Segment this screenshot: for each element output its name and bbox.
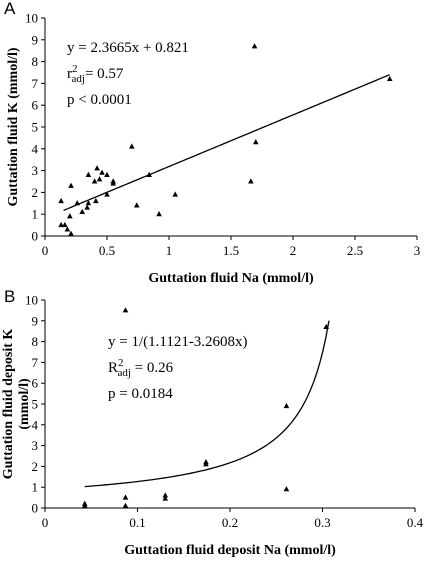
data-point: [283, 402, 290, 409]
data-point: [67, 213, 73, 219]
y-tick-label: 3: [32, 438, 39, 453]
y-tick-label: 1: [32, 480, 39, 495]
data-point: [62, 221, 68, 228]
y-tick-label: 4: [32, 417, 39, 432]
y-tick-label: 9: [32, 32, 39, 47]
data-point: [323, 323, 329, 330]
x-axis-title: Guttation fluid Na (mmol/l): [148, 271, 314, 286]
data-point: [203, 459, 209, 465]
y-tick-label: 1: [32, 207, 39, 222]
fit-line: [84, 320, 330, 488]
data-point: [172, 191, 178, 197]
x-tick-label: 2: [290, 243, 297, 258]
y-tick-label: 9: [32, 313, 39, 328]
x-tick-label: 1.5: [223, 243, 239, 258]
data-point: [253, 139, 259, 145]
y-tick-label: 0: [32, 229, 39, 244]
data-point: [81, 500, 88, 506]
x-axis-title: Guttation fluid deposit Na (mmol/l): [124, 543, 336, 558]
y-tick-label: 5: [32, 397, 39, 412]
panel-label: B: [4, 287, 15, 306]
data-point: [68, 230, 74, 236]
x-tick-label: 0.2: [222, 515, 238, 530]
data-point: [64, 226, 71, 232]
data-point: [122, 307, 129, 313]
y-tick-label: 3: [32, 163, 39, 178]
y-tick-label: 7: [32, 355, 39, 370]
y-tick-label: 6: [32, 376, 39, 391]
r2-adjusted: r2 adj= 0.57: [67, 63, 124, 85]
chart-panel-a: A 0 1 2 3 4 5 6 7 8 9 10 0 0.5 1 1.5 2 2.5 3 Guttation flui…: [4, 0, 420, 286]
x-tick-label: 0.4: [407, 515, 424, 530]
y-tick-label: 5: [32, 120, 39, 135]
data-point: [104, 171, 110, 177]
data-point: [110, 180, 116, 186]
y-tick-label: 2: [32, 185, 39, 200]
data-point: [85, 200, 92, 206]
y-tick-label: 8: [32, 334, 39, 349]
x-tick-label: 0.3: [314, 515, 330, 530]
r2-adjusted: R2 adj = 0.26: [108, 357, 174, 379]
fit-equation: y = 1/(1.1121-3.2608x): [108, 334, 248, 350]
data-point: [85, 171, 92, 177]
y-tick-label: 8: [32, 54, 39, 69]
data-point: [146, 171, 152, 177]
x-tick-label: 1: [166, 243, 173, 258]
data-point: [156, 211, 162, 217]
x-tick-label: 0.5: [99, 243, 115, 258]
data-point: [133, 202, 140, 208]
data-point: [129, 143, 135, 149]
data-point: [251, 43, 258, 49]
y-tick-label: 7: [32, 76, 39, 91]
data-point: [58, 197, 64, 204]
y-tick-label: 10: [25, 293, 38, 308]
p-value: p < 0.0001: [67, 92, 132, 108]
data-point: [74, 200, 81, 206]
data-point: [162, 495, 169, 501]
data-point: [122, 494, 129, 500]
y-tick-label: 2: [32, 459, 39, 474]
x-tick-label: 3: [414, 243, 421, 258]
x-tick-label: 2.5: [347, 243, 363, 258]
fit-line: [63, 74, 390, 211]
y-tick-label: 0: [32, 501, 39, 516]
y-axis-title-line2: (mmol/l): [17, 378, 32, 430]
data-point: [93, 197, 99, 204]
data-point: [91, 178, 98, 184]
data-point: [248, 178, 254, 184]
data-point: [99, 169, 105, 175]
x-tick-label: 0.1: [129, 515, 145, 530]
data-point: [84, 204, 90, 210]
data-point: [162, 492, 169, 498]
data-point: [79, 208, 85, 215]
data-point: [68, 182, 74, 188]
data-point: [58, 221, 64, 228]
data-point: [96, 176, 103, 182]
x-tick-label: 0: [42, 515, 49, 530]
y-tick-label: 10: [25, 11, 38, 26]
y-tick-label: 4: [32, 141, 39, 156]
y-tick-label: 6: [32, 98, 39, 113]
data-point: [283, 486, 290, 492]
data-point: [94, 165, 100, 171]
data-point: [386, 75, 393, 82]
y-axis-title: Guttation fluid K (mmol/l): [6, 47, 21, 206]
data-point: [104, 191, 110, 197]
panel-label: A: [4, 0, 16, 18]
chart-panel-b: B 0 1 2 3 4 5 6 7 8 9 10 0 0.1 0.2 0.3 0.4 Guttation flui…: [1, 287, 424, 558]
y-axis-title-line1: Guttation fluid deposit K: [1, 329, 16, 480]
fit-equation: y = 2.3665x + 0.821: [67, 40, 189, 56]
x-tick-label: 0: [42, 243, 49, 258]
p-value: p = 0.0184: [108, 386, 173, 402]
data-point: [122, 502, 129, 508]
